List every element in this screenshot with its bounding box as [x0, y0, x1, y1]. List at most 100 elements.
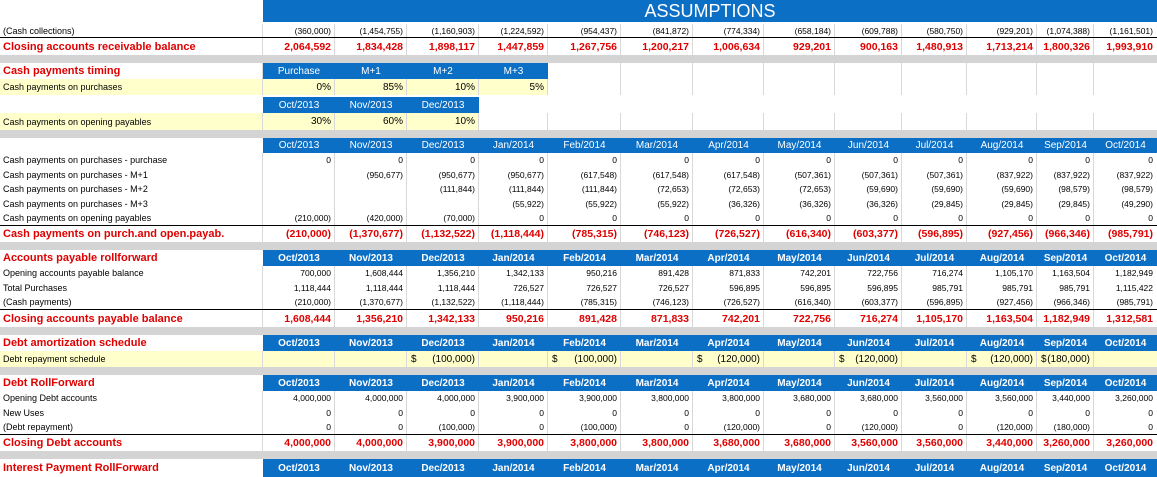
cell[interactable]: 950,216: [586, 268, 617, 279]
cell[interactable]: 950,216: [506, 312, 544, 325]
cell[interactable]: 929,201: [793, 40, 831, 53]
cell[interactable]: 1,163,504: [1052, 268, 1090, 279]
cell[interactable]: 0: [1028, 213, 1033, 224]
cell[interactable]: (985,791): [1108, 228, 1153, 240]
cell[interactable]: (950,677): [438, 169, 475, 180]
cell[interactable]: (1,118,444): [490, 228, 544, 240]
cell[interactable]: 716,274: [860, 312, 898, 325]
cell[interactable]: 3,900,000: [579, 393, 617, 404]
cell[interactable]: 891,428: [658, 268, 689, 279]
cell[interactable]: 1,713,214: [986, 40, 1033, 53]
cell[interactable]: 3,560,000: [916, 437, 963, 449]
cell[interactable]: (616,340): [794, 297, 831, 308]
cell[interactable]: 596,895: [867, 282, 898, 293]
cell[interactable]: (72,653): [728, 184, 760, 195]
cell[interactable]: 716,274: [932, 268, 963, 279]
cell[interactable]: 0: [398, 407, 403, 418]
timing-pct-cell[interactable]: 0%: [316, 81, 331, 93]
cell[interactable]: 0: [755, 407, 760, 418]
cell[interactable]: (29,845): [931, 198, 963, 209]
cell[interactable]: 0: [470, 155, 475, 166]
cell[interactable]: 3,440,000: [986, 437, 1033, 449]
cell[interactable]: 3,900,000: [497, 437, 544, 449]
cell[interactable]: 871,833: [651, 312, 689, 325]
debt-schedule-cell[interactable]: $ (100,000): [407, 351, 479, 367]
cell[interactable]: 891,428: [579, 312, 617, 325]
cell[interactable]: (927,456): [988, 228, 1033, 240]
cell[interactable]: 0: [539, 213, 544, 224]
cell[interactable]: [263, 182, 335, 197]
cell[interactable]: (59,690): [931, 184, 963, 195]
cell[interactable]: (420,000): [366, 213, 403, 224]
cell[interactable]: 722,756: [867, 268, 898, 279]
cell[interactable]: (55,922): [585, 198, 617, 209]
cell[interactable]: (70,000): [443, 213, 475, 224]
cell[interactable]: 0: [755, 155, 760, 166]
cell[interactable]: 0: [326, 407, 331, 418]
cell[interactable]: (596,895): [926, 297, 963, 308]
cell[interactable]: (1,160,903): [431, 26, 475, 36]
cell[interactable]: 4,000,000: [356, 437, 403, 449]
cell[interactable]: 0: [326, 422, 331, 433]
cell[interactable]: 3,260,000: [1115, 393, 1153, 404]
cell[interactable]: (100,000): [438, 422, 475, 433]
cell[interactable]: (837,922): [1053, 169, 1090, 180]
timing-pct-cell[interactable]: 10%: [454, 81, 475, 93]
cell[interactable]: (120,000): [996, 422, 1033, 433]
cell[interactable]: (1,224,592): [500, 26, 544, 36]
cell[interactable]: (1,132,522): [431, 297, 475, 308]
cell[interactable]: 0: [326, 155, 331, 166]
cell[interactable]: (603,377): [853, 228, 898, 240]
cell[interactable]: 726,527: [658, 282, 689, 293]
cell[interactable]: 1,163,504: [986, 312, 1033, 325]
cell[interactable]: 1,447,859: [497, 40, 544, 53]
cell[interactable]: 3,680,000: [860, 393, 898, 404]
cell[interactable]: 742,201: [800, 268, 831, 279]
cell[interactable]: 1,834,428: [356, 40, 403, 53]
cell[interactable]: (120,000): [861, 422, 898, 433]
cell[interactable]: 0: [684, 407, 689, 418]
cell[interactable]: 722,756: [793, 312, 831, 325]
cell[interactable]: 1,006,634: [713, 40, 760, 53]
cell[interactable]: (29,845): [1001, 198, 1033, 209]
cell[interactable]: (111,844): [439, 184, 475, 195]
cell[interactable]: (36,326): [866, 198, 898, 209]
cell[interactable]: (59,690): [866, 184, 898, 195]
cell[interactable]: (596,895): [918, 228, 963, 240]
cell[interactable]: 0: [539, 422, 544, 433]
timing-pct-cell[interactable]: 5%: [529, 81, 544, 93]
cell[interactable]: 0: [893, 407, 898, 418]
cell[interactable]: 0: [612, 213, 617, 224]
cell[interactable]: 4,000,000: [437, 393, 475, 404]
cell[interactable]: 0: [1148, 407, 1153, 418]
cell[interactable]: 0: [539, 407, 544, 418]
cell[interactable]: 0: [958, 422, 963, 433]
cell[interactable]: 1,118,444: [293, 282, 331, 293]
cell[interactable]: 871,833: [729, 268, 760, 279]
cell[interactable]: 3,800,000: [642, 437, 689, 449]
cell[interactable]: 596,895: [729, 282, 760, 293]
cell[interactable]: (617,548): [580, 169, 617, 180]
cell[interactable]: (966,346): [1045, 228, 1090, 240]
cell[interactable]: 3,680,000: [793, 393, 831, 404]
cell[interactable]: 0: [826, 155, 831, 166]
cell[interactable]: (36,326): [728, 198, 760, 209]
opening-pct-cell[interactable]: 10%: [454, 116, 475, 127]
opening-pct-cell[interactable]: 60%: [382, 116, 403, 127]
cell[interactable]: 0: [612, 155, 617, 166]
cell[interactable]: (837,922): [1116, 169, 1153, 180]
cell[interactable]: (837,922): [996, 169, 1033, 180]
cell[interactable]: 1,118,444: [365, 282, 403, 293]
cell[interactable]: (210,000): [294, 297, 331, 308]
cell[interactable]: (1,132,522): [421, 228, 475, 240]
cell[interactable]: 0: [826, 422, 831, 433]
cell[interactable]: 1,105,170: [916, 312, 963, 325]
cell[interactable]: 0: [612, 407, 617, 418]
cell[interactable]: (726,527): [715, 228, 760, 240]
cell[interactable]: 3,800,000: [651, 393, 689, 404]
cell[interactable]: 1,480,913: [916, 40, 963, 53]
cell[interactable]: 4,000,000: [293, 393, 331, 404]
cell[interactable]: 3,260,000: [1106, 437, 1153, 449]
cell[interactable]: 0: [893, 155, 898, 166]
